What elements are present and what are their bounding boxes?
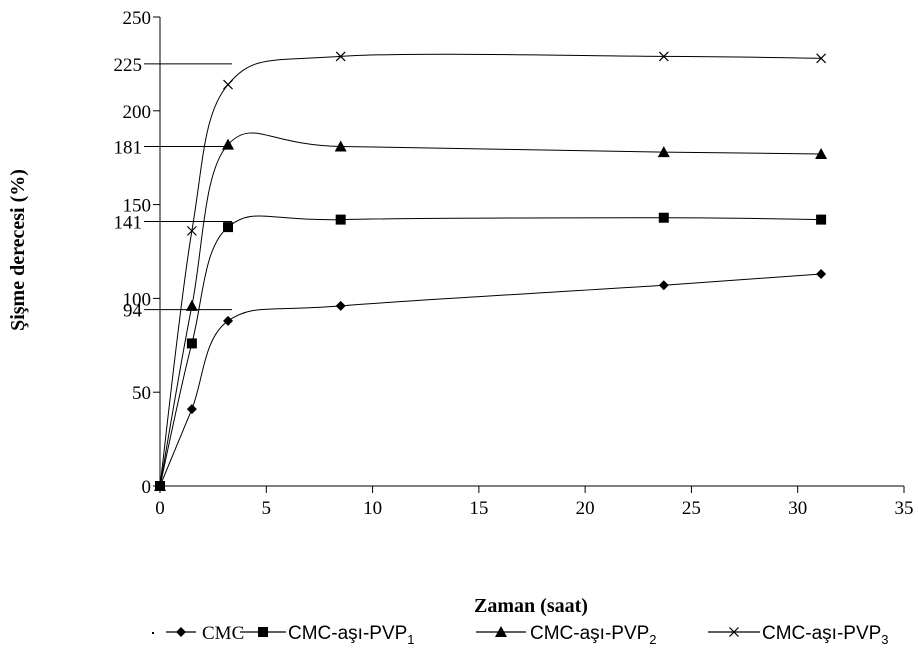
- series-line-3: [159, 132, 822, 487]
- data-point-triangle: [185, 299, 198, 311]
- data-point-triangle: [222, 138, 235, 150]
- data-point-diamond: [223, 315, 234, 326]
- legend-label: CMC: [202, 623, 244, 644]
- data-point-diamond: [186, 404, 197, 415]
- y-tick-label: 150: [123, 196, 152, 217]
- reference-line-label: 181: [114, 137, 143, 158]
- y-axis-title: Şişme derecesi (%): [7, 169, 29, 331]
- data-point-diamond: [816, 269, 827, 280]
- series-line-1: [159, 273, 822, 487]
- x-tick-label: 25: [682, 498, 701, 519]
- legend-label: CMC-aşı-PVP1: [288, 623, 415, 647]
- x-tick-label: 20: [576, 498, 595, 519]
- data-point-x: [816, 53, 827, 64]
- reference-line-label: 94: [123, 301, 143, 322]
- legend-dot: [152, 632, 154, 634]
- data-point-triangle: [815, 147, 828, 159]
- y-tick-label: 100: [123, 289, 152, 310]
- x-tick-label: 30: [788, 498, 807, 519]
- y-tick-label: 0: [142, 477, 152, 498]
- x-tick-label: 35: [895, 498, 914, 519]
- legend-marker-x: [729, 627, 739, 637]
- x-tick-label: 0: [155, 498, 165, 519]
- y-tick-label: 200: [123, 102, 152, 123]
- series-line-2: [159, 215, 822, 487]
- legend-marker-triangle: [495, 626, 507, 637]
- legend-marker-square: [258, 627, 268, 637]
- data-point-x: [335, 51, 346, 62]
- reference-line-label: 225: [114, 55, 143, 76]
- legend-item: CMC-aşı-PVP3: [708, 623, 889, 647]
- data-point-square: [816, 214, 827, 225]
- data-point-x: [186, 225, 197, 236]
- series-markers: [154, 51, 828, 491]
- legend-label: CMC-aşı-PVP2: [530, 623, 657, 647]
- series-line-4: [159, 53, 822, 487]
- legend-marker-diamond: [176, 627, 186, 637]
- data-point-square: [658, 212, 669, 223]
- plot-area: 0 50 100 150 200 250 0 5 10 15 20 25 30 35 94 141 181 2…: [114, 8, 914, 519]
- data-point-x: [155, 481, 165, 491]
- x-tick-label: 5: [262, 498, 272, 519]
- x-tick-label: 15: [469, 498, 488, 519]
- data-point-x: [658, 51, 669, 62]
- y-tick-label: 250: [123, 8, 152, 29]
- x-tick-label: 10: [363, 498, 382, 519]
- data-point-triangle: [657, 146, 670, 158]
- data-point-triangle: [334, 140, 347, 152]
- series-lines: [159, 53, 822, 487]
- data-point-square: [335, 214, 346, 225]
- legend-item: CMC-aşı-PVP2: [476, 623, 657, 647]
- reference-line-label: 141: [114, 212, 143, 233]
- legend: CMC CMC-aşı-PVP1 CMC-aşı-PVP2 CMC-aşı-PVP3: [152, 623, 889, 647]
- legend-label: CMC-aşı-PVP3: [762, 623, 889, 647]
- reference-lines: 94 141 181 225: [114, 55, 232, 322]
- x-axis-title: Zaman (saat): [474, 595, 588, 617]
- data-point-x: [223, 79, 233, 90]
- y-axis-ticks: 0 50 100 150 200 250: [123, 8, 160, 498]
- data-point-diamond: [658, 280, 669, 291]
- data-point-square: [186, 338, 197, 349]
- x-axis-ticks: 0 5 10 15 20 25 30 35: [155, 486, 914, 519]
- data-point-square: [223, 222, 234, 233]
- legend-item: CMC-aşı-PVP1: [240, 623, 415, 647]
- data-point-diamond: [335, 300, 346, 311]
- legend-item: CMC: [166, 623, 244, 644]
- y-tick-label: 50: [132, 383, 151, 404]
